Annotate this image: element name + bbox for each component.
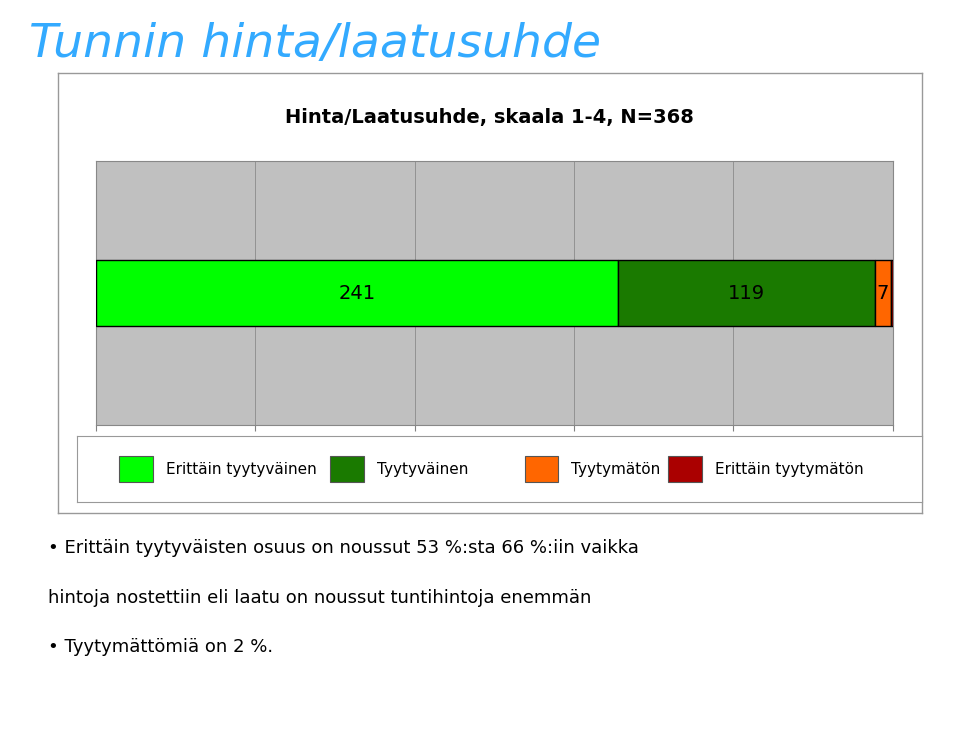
Text: Hinta/Laatusuhde, skaala 1-4, N=368: Hinta/Laatusuhde, skaala 1-4, N=368 xyxy=(285,108,694,128)
Text: Erittäin tyytyväinen: Erittäin tyytyväinen xyxy=(165,462,316,476)
Bar xyxy=(618,260,876,326)
FancyBboxPatch shape xyxy=(330,456,364,482)
Bar xyxy=(96,260,618,326)
Text: 7: 7 xyxy=(876,284,889,303)
Text: Tyytyväinen: Tyytyväinen xyxy=(376,462,468,476)
Text: Erittäin tyytymätön: Erittäin tyytymätön xyxy=(714,462,863,476)
Text: hintoja nostettiin eli laatu on noussut tuntihintoja enemmän: hintoja nostettiin eli laatu on noussut … xyxy=(48,589,591,607)
Text: • Tyytymättömiä on 2 %.: • Tyytymättömiä on 2 %. xyxy=(48,638,274,657)
Text: • Erittäin tyytyväisten osuus on noussut 53 %:sta 66 %:iin vaikka: • Erittäin tyytyväisten osuus on noussut… xyxy=(48,539,638,557)
Text: 119: 119 xyxy=(728,284,765,303)
Bar xyxy=(876,260,891,326)
Text: Tyytymätön: Tyytymätön xyxy=(571,462,660,476)
FancyBboxPatch shape xyxy=(119,456,153,482)
Text: 241: 241 xyxy=(338,284,375,303)
Text: Tunnin hinta/laatusuhde: Tunnin hinta/laatusuhde xyxy=(29,22,601,67)
Bar xyxy=(891,260,893,326)
FancyBboxPatch shape xyxy=(668,456,702,482)
FancyBboxPatch shape xyxy=(524,456,559,482)
